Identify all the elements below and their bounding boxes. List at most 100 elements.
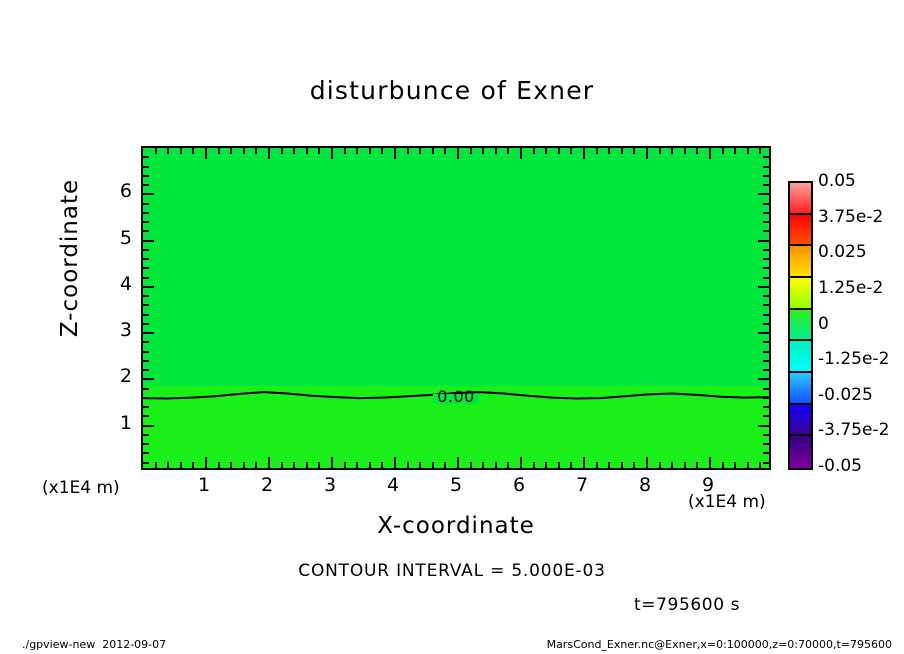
x-tick [217, 462, 220, 468]
x-tick-top [532, 148, 535, 154]
x-tick-top [205, 148, 207, 159]
y-tick-right [763, 211, 769, 214]
x-tick-top [658, 148, 661, 154]
y-tick [143, 378, 154, 381]
x-tick [494, 462, 497, 468]
x-tick-top [381, 148, 384, 154]
y-tick [143, 221, 149, 224]
x-tick [444, 462, 447, 468]
timestamp-note: t=795600 s [634, 595, 741, 615]
y-tick [143, 461, 149, 464]
x-tick [646, 457, 648, 468]
x-tick [721, 462, 724, 468]
y-tick [143, 424, 154, 427]
x-tick [154, 462, 157, 468]
y-tick [143, 258, 149, 261]
x-tick-top [167, 148, 170, 154]
y-tick-right [763, 248, 769, 251]
x-tick-top [255, 148, 258, 154]
colorbar-tick-label: -3.75e-2 [818, 420, 890, 441]
x-tick [557, 462, 560, 468]
x-tick-top [406, 148, 409, 154]
y-tick-right [758, 424, 769, 427]
y-tick-right [763, 369, 769, 372]
y-tick-right [763, 396, 769, 399]
colorbar-band [790, 341, 811, 373]
y-tick-label: 5 [119, 226, 132, 249]
y-tick [143, 350, 149, 353]
y-tick [143, 193, 154, 196]
y-tick [143, 285, 154, 288]
x-tick-top [557, 148, 560, 154]
colorbar [788, 181, 813, 470]
colorbar-band [790, 214, 811, 247]
colorbar-band [790, 372, 811, 405]
y-tick-right [763, 461, 769, 464]
x-tick-top [709, 148, 711, 159]
x-tick-top [293, 148, 296, 154]
colorbar-band [790, 183, 811, 215]
y-tick [143, 341, 149, 344]
x-tick [255, 462, 258, 468]
x-tick-top [520, 148, 522, 159]
y-tick [143, 406, 149, 409]
x-tick-label: 8 [638, 474, 652, 496]
x-tick [356, 462, 359, 468]
x-tick-top [444, 148, 447, 154]
x-tick [696, 462, 699, 468]
y-tick-right [763, 202, 769, 205]
contour-level-label: 0.00 [437, 387, 475, 407]
colorbar-tick-label: 0 [818, 313, 829, 334]
x-tick-top [192, 148, 195, 154]
x-tick-top [469, 148, 472, 154]
x-tick-top [154, 148, 157, 154]
colorbar-tick-label: -1.25e-2 [818, 349, 890, 370]
field-fill-upper [143, 148, 769, 387]
x-tick-top [507, 148, 510, 154]
x-tick [331, 457, 333, 468]
x-tick-top [545, 148, 548, 154]
x-tick [658, 462, 661, 468]
y-tick-right [763, 230, 769, 233]
colorbar-tick-label: 0.05 [818, 171, 856, 191]
y-tick [143, 184, 149, 187]
colorbar-band [790, 309, 811, 342]
y-tick-right [763, 350, 769, 353]
x-tick [268, 457, 270, 468]
x-tick [406, 462, 409, 468]
footer-command: ./gpview-new 2012-09-07 [22, 638, 167, 651]
colorbar-tick-label: -0.025 [818, 384, 873, 405]
page-title: disturbunce of Exner [309, 76, 595, 105]
y-tick [143, 452, 149, 455]
x-tick [394, 457, 396, 468]
y-tick-right [758, 378, 769, 381]
x-tick [633, 462, 636, 468]
x-tick [545, 462, 548, 468]
y-tick-right [763, 415, 769, 418]
y-tick-right [763, 276, 769, 279]
x-tick-top [734, 148, 737, 154]
y-tick [143, 359, 149, 362]
x-tick-label: 6 [512, 474, 526, 496]
x-tick [507, 462, 510, 468]
y-tick [143, 230, 149, 233]
y-tick-right [763, 258, 769, 261]
x-tick-top [746, 148, 749, 154]
y-tick [143, 304, 149, 307]
x-tick-top [494, 148, 497, 154]
y-tick [143, 443, 149, 446]
x-tick [570, 462, 573, 468]
x-tick-top [318, 148, 321, 154]
x-tick-top [280, 148, 283, 154]
x-tick [368, 462, 371, 468]
x-tick [709, 457, 711, 468]
y-tick [143, 211, 149, 214]
colorbar-tick-label: -0.05 [818, 456, 862, 476]
x-tick [343, 462, 346, 468]
y-tick [143, 415, 149, 418]
x-tick-label: 9 [701, 474, 715, 496]
x-axis-unit-label: (x1E4 m) [688, 492, 766, 512]
y-tick-right [763, 387, 769, 390]
x-tick-top [242, 148, 245, 154]
x-axis-title: X-coordinate [377, 513, 535, 539]
